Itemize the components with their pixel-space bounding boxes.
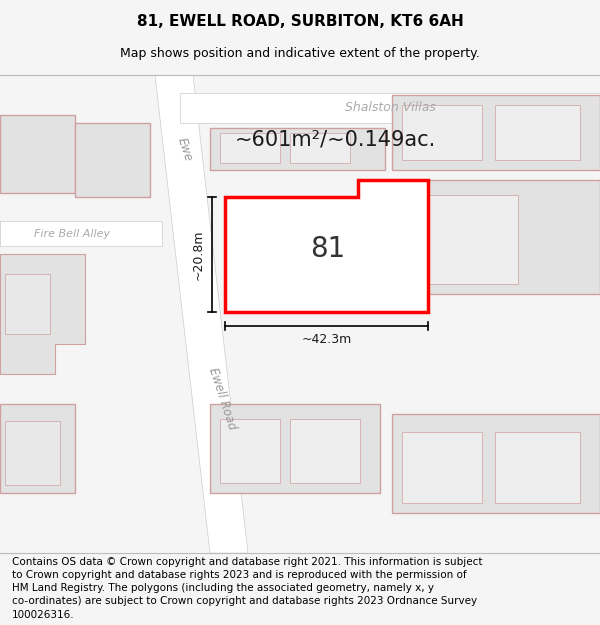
Text: Ewell Road: Ewell Road <box>206 366 238 431</box>
Text: Contains OS data © Crown copyright and database right 2021. This information is : Contains OS data © Crown copyright and d… <box>12 557 482 619</box>
Text: Map shows position and indicative extent of the property.: Map shows position and indicative extent… <box>120 48 480 61</box>
Bar <box>210 127 385 169</box>
Bar <box>0 404 75 493</box>
Bar <box>495 432 580 503</box>
Bar <box>75 122 150 196</box>
Text: ~601m²/~0.149ac.: ~601m²/~0.149ac. <box>235 130 436 150</box>
Text: Shalston Villas: Shalston Villas <box>344 101 436 114</box>
Polygon shape <box>0 254 85 374</box>
Bar <box>402 105 482 159</box>
Bar <box>296 288 344 306</box>
Bar <box>230 199 315 294</box>
Text: Ewe: Ewe <box>175 136 195 163</box>
Bar <box>290 132 350 162</box>
Bar <box>210 404 380 493</box>
Bar <box>418 179 600 294</box>
Polygon shape <box>155 75 248 553</box>
Bar <box>428 194 518 284</box>
Bar <box>238 288 286 306</box>
Bar <box>238 206 323 296</box>
Bar <box>0 115 75 192</box>
Polygon shape <box>225 179 428 312</box>
Text: ~20.8m: ~20.8m <box>191 229 205 279</box>
Bar <box>290 419 360 483</box>
Bar <box>392 414 600 513</box>
Bar <box>220 419 280 483</box>
Text: 81: 81 <box>310 236 346 263</box>
Text: Fire Bell Alley: Fire Bell Alley <box>34 229 110 239</box>
Bar <box>495 105 580 159</box>
Polygon shape <box>180 93 600 122</box>
Text: 81, EWELL ROAD, SURBITON, KT6 6AH: 81, EWELL ROAD, SURBITON, KT6 6AH <box>137 14 463 29</box>
Text: ~42.3m: ~42.3m <box>301 334 352 346</box>
Bar <box>320 289 370 309</box>
Polygon shape <box>0 221 162 246</box>
Bar <box>5 274 50 334</box>
Bar <box>402 432 482 503</box>
Bar <box>220 132 280 162</box>
Bar <box>5 421 60 486</box>
Bar <box>230 289 280 309</box>
Bar <box>392 95 600 169</box>
